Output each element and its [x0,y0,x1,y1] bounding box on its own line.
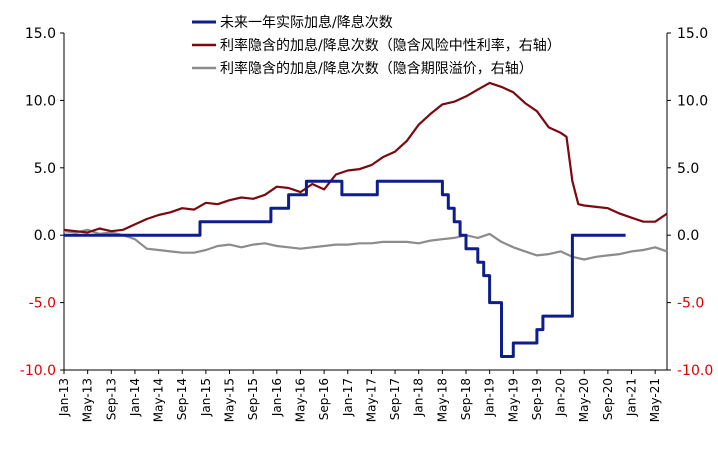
x-tick-label: May-15 [223,378,237,422]
x-tick-label: Jan-13 [57,378,71,417]
x-tick-label: May-20 [577,378,591,422]
x-tick-label: Sep-13 [104,378,118,420]
x-tick-label: May-16 [293,378,307,422]
x-tick-label: Sep-16 [317,378,331,420]
x-tick-label: Sep-18 [459,378,473,420]
x-tick-label: Jan-15 [199,378,213,417]
x-tick-label: Sep-20 [601,378,615,420]
legend-label-3: 利率隐含的加息/降息次数（隐含期限溢价，右轴） [220,60,533,77]
y-right-tick-label: 10.0 [677,93,708,109]
x-tick-label: May-14 [152,378,166,422]
y-right-tick-label: -10.0 [677,363,713,379]
series-line-2 [63,81,668,234]
x-tick-label: Sep-15 [246,378,260,420]
y-right-tick-label: 0.0 [677,228,699,244]
x-tick-label: Sep-14 [175,378,189,420]
legend-label-2: 利率隐含的加息/降息次数（隐含风险中性利率，右轴） [220,37,561,54]
x-tick-label: May-19 [506,378,520,422]
y-left-tick-label: 10.0 [25,93,56,109]
x-tick-label: May-21 [648,378,662,422]
y-right-tick-label: -5.0 [677,296,704,312]
x-tick-label: Jan-16 [270,378,284,417]
y-left-tick-label: 5.0 [34,161,56,177]
series-line-1 [64,179,626,358]
y-left-tick-label: -5.0 [29,296,56,312]
x-tick-label: May-17 [364,378,378,422]
x-tick-label: Sep-17 [388,378,402,420]
x-tick-label: May-18 [435,378,449,422]
x-tick-label: Sep-19 [530,378,544,420]
x-tick-label: Jan-18 [412,378,426,417]
y-left-tick-label: -10.0 [20,363,56,379]
y-right-tick-label: 15.0 [677,26,708,42]
x-tick-label: Jan-14 [128,378,142,417]
x-tick-label: May-13 [81,378,95,422]
x-tick-label: Jan-19 [483,378,497,417]
x-tick-label: Jan-20 [554,378,568,417]
legend-label-1: 未来一年实际加息/降息次数 [220,14,393,31]
y-right-tick-label: 5.0 [677,161,699,177]
y-left-tick-label: 15.0 [25,26,56,42]
y-left-tick-label: 0.0 [34,228,56,244]
x-tick-label: Jan-21 [625,378,639,417]
x-tick-label: Jan-17 [341,378,355,417]
series-line-3 [63,228,668,261]
